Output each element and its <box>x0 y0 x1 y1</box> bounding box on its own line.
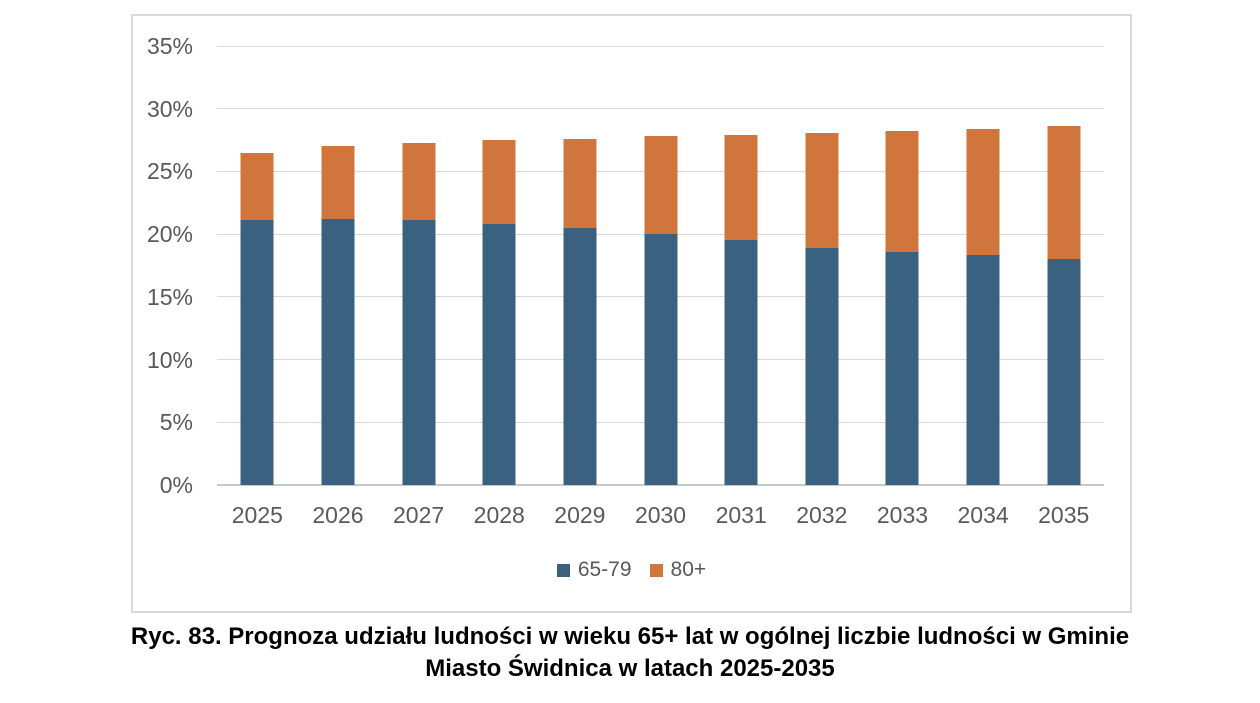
bar-segment-80+ <box>966 128 1000 256</box>
bars <box>217 46 1104 485</box>
bar-segment-65-79 <box>240 220 274 485</box>
x-tick-label: 2026 <box>312 502 364 528</box>
legend-label: 80+ <box>670 558 707 581</box>
bar-segment-65-79 <box>482 224 516 485</box>
stacked-bar-2026 <box>321 46 355 485</box>
legend-label: 65-79 <box>577 558 632 581</box>
bar-segment-65-79 <box>644 234 678 485</box>
stacked-bar-2030 <box>644 46 678 485</box>
y-axis-labels: 35% 30% 25% 20% 15% 10% 5% 0% <box>133 33 193 498</box>
x-axis-line <box>217 484 1104 486</box>
stacked-bar-2032 <box>805 46 839 485</box>
y-tick-label: 25% <box>146 158 193 185</box>
stacked-bar-2033 <box>885 46 919 485</box>
bar-segment-65-79 <box>966 255 1000 485</box>
bar-slot <box>459 46 540 485</box>
x-tick-label: 2035 <box>1038 502 1090 528</box>
x-tick-label: 2028 <box>473 502 525 528</box>
stacked-bar-2029 <box>563 46 597 485</box>
bar-slot <box>781 46 862 485</box>
x-tick-label: 2027 <box>393 502 445 528</box>
bar-segment-80+ <box>724 135 758 241</box>
y-tick-label: 20% <box>146 221 193 248</box>
legend-swatch-icon <box>556 563 570 577</box>
y-tick-label: 0% <box>159 472 193 498</box>
bar-segment-65-79 <box>885 251 919 485</box>
bar-segment-65-79 <box>563 227 597 485</box>
bar-slot <box>1023 46 1104 485</box>
y-tick-label: 15% <box>146 283 193 310</box>
bar-slot <box>701 46 782 485</box>
y-tick-label: 5% <box>159 409 193 436</box>
bar-segment-80+ <box>644 136 678 235</box>
x-tick-label: 2025 <box>231 502 283 528</box>
figure-caption: Ryc. 83. Prognoza udziału ludności w wie… <box>0 621 1260 685</box>
bar-slot <box>862 46 943 485</box>
legend: 65-79 80+ <box>133 558 1130 582</box>
bar-slot <box>378 46 459 485</box>
stacked-bar-2034 <box>966 46 1000 485</box>
x-tick-label: 2032 <box>796 502 848 528</box>
bar-segment-80+ <box>805 132 839 248</box>
figure-caption-line-1: Ryc. 83. Prognoza udziału ludności w wie… <box>130 623 1130 650</box>
stacked-bar-2028 <box>482 46 516 485</box>
stacked-bar-2025 <box>240 46 274 485</box>
bar-segment-80+ <box>321 146 355 220</box>
bar-segment-65-79 <box>805 247 839 485</box>
bar-segment-80+ <box>885 131 919 252</box>
bar-segment-80+ <box>240 152 274 221</box>
gridline <box>217 108 1104 110</box>
x-tick-label: 2030 <box>634 502 687 528</box>
x-tick-label: 2029 <box>554 502 606 528</box>
x-tick-label: 2034 <box>957 502 1009 528</box>
stacked-bar-2035 <box>1047 46 1081 485</box>
y-tick-label: 10% <box>146 346 193 373</box>
plot-area <box>217 45 1104 486</box>
bar-segment-65-79 <box>321 219 355 485</box>
bar-segment-80+ <box>402 142 436 221</box>
bar-slot <box>540 46 621 485</box>
legend-item-65-79: 65-79 <box>556 558 632 582</box>
bar-segment-65-79 <box>402 220 436 485</box>
stacked-bar-2027 <box>402 46 436 485</box>
stacked-bar-2031 <box>724 46 758 485</box>
legend-swatch-icon <box>649 563 663 577</box>
x-tick-label: 2033 <box>876 502 929 528</box>
bar-slot <box>217 46 298 485</box>
bar-slot <box>943 46 1024 485</box>
bar-segment-65-79 <box>1047 259 1081 485</box>
bar-segment-80+ <box>1047 126 1081 260</box>
y-tick-label: 35% <box>146 33 193 59</box>
bar-segment-80+ <box>563 138 597 228</box>
figure-caption-line-2: Miasto Świdnica w latach 2025-2035 <box>425 655 835 682</box>
bar-segment-65-79 <box>724 240 758 485</box>
x-axis-labels: 2025 2026 2027 2028 2029 2030 2031 2032 2033 2034… <box>217 502 1104 529</box>
x-tick-label: 2031 <box>715 502 767 528</box>
bar-slot <box>620 46 701 485</box>
legend-item-80+: 80+ <box>649 558 707 582</box>
y-tick-label: 30% <box>146 95 193 122</box>
chart-frame: 35% 30% 25% 20% 15% 10% 5% 0% 2025 2026 2027 2028 2… <box>131 14 1132 613</box>
bar-slot <box>298 46 379 485</box>
bar-segment-80+ <box>482 140 516 225</box>
gridline <box>217 45 1104 47</box>
